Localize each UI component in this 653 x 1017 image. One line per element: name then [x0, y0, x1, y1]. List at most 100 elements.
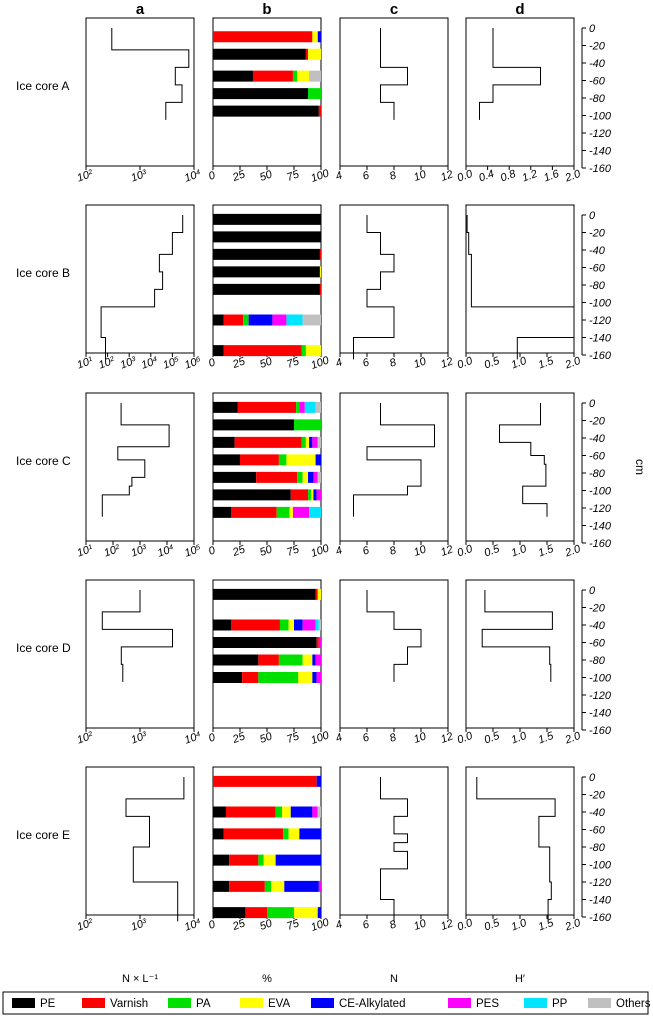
- bar-segment-pa: [294, 419, 321, 431]
- bar-segment-pa: [258, 854, 264, 866]
- bar-segment-pe: [213, 471, 257, 483]
- bar-segment-pa: [243, 314, 249, 326]
- bar-segment-eva: [317, 588, 321, 600]
- bar-segment-eva: [297, 70, 310, 82]
- x-tick-label: 1.5: [537, 730, 556, 747]
- column-header-c: c: [390, 1, 398, 18]
- x-tick-label: 6: [361, 356, 372, 370]
- bar-segment-pe: [213, 489, 291, 501]
- bar-segment-pe: [213, 88, 309, 100]
- bar-segment-pa: [296, 401, 300, 413]
- column-header-a: a: [136, 1, 145, 18]
- x-tick-label: 0: [207, 169, 218, 183]
- x-tick-label: 10⁵: [161, 355, 181, 372]
- bar-segment-pes: [313, 471, 318, 483]
- y-tick-label: 0: [589, 23, 596, 35]
- x-tick-label: 10: [412, 355, 428, 371]
- y-tick-label: -100: [589, 111, 612, 123]
- step-line-a: [125, 777, 185, 922]
- bar-segment-eva: [294, 907, 318, 919]
- x-tick-label: 0.8: [499, 168, 518, 185]
- x-tick-label: 10⁴: [183, 168, 203, 185]
- bar-segment-pa: [283, 828, 289, 840]
- x-tick-label: 1.0: [510, 730, 529, 747]
- x-tick-label: 0.5: [483, 917, 502, 934]
- bar-segment-pp: [286, 314, 303, 326]
- y-tick-label: -60: [589, 263, 606, 275]
- bar-segment-varnish: [229, 880, 265, 892]
- x-tick-label: 10²: [75, 168, 94, 185]
- bar-segment-pa: [278, 454, 287, 466]
- legend-label-others: Others: [616, 998, 651, 1010]
- x-tick-label: 1.6: [542, 168, 561, 185]
- bar-segment-others: [302, 314, 321, 326]
- bar-segment-pe: [213, 880, 230, 892]
- legend-label-ce-alkylated: CE-Alkylated: [339, 998, 405, 1010]
- x-tick-label: 75: [285, 168, 301, 184]
- bar-segment-pe: [213, 345, 224, 357]
- bar-segment-pe: [213, 806, 226, 818]
- x-tick-label: 100: [309, 916, 331, 934]
- bar-segment-pe: [213, 619, 232, 631]
- bar-segment-pe: [213, 401, 238, 413]
- bar-segment-pa: [278, 654, 303, 666]
- bar-segment-varnish: [319, 248, 321, 260]
- panel-frame: [465, 204, 575, 354]
- y-tick-label: -140: [589, 146, 612, 158]
- step-line-d: [499, 403, 548, 517]
- legend-label-pe: PE: [40, 998, 56, 1010]
- bar-segment-pp: [309, 506, 321, 518]
- bar-segment-pe: [213, 588, 316, 600]
- bar-segment-pe: [213, 70, 253, 82]
- legend-swatch-pp: [524, 998, 547, 1008]
- y-tick-label: -80: [589, 280, 606, 292]
- y-tick-label: -40: [589, 433, 606, 445]
- y-axis: 0 -20 -40 -60 -80 -100 -120 -140 -160: [581, 23, 612, 175]
- y-axis-title: cm: [633, 459, 647, 475]
- bar-segment-pes: [318, 880, 321, 892]
- x-tick-label: 10²: [75, 730, 94, 747]
- x-tick-label: 12: [439, 543, 455, 558]
- panel-frame: [339, 17, 449, 167]
- y-tick-label: -40: [589, 245, 606, 257]
- x-tick-label: 1.0: [510, 543, 529, 560]
- step-line-d: [476, 777, 556, 922]
- panel-b: 0 25 50 75 100: [207, 17, 331, 185]
- x-tick-label: 2.0: [563, 355, 583, 372]
- row-label: Ice core D: [16, 641, 71, 655]
- y-tick-label: -160: [589, 912, 612, 924]
- x-tick-label: 25: [230, 543, 247, 559]
- bar-segment-pa: [264, 880, 272, 892]
- x-tick-label: 0: [207, 731, 218, 745]
- x-tick-label: 10¹: [75, 543, 94, 560]
- x-tick-label: 50: [258, 355, 274, 371]
- panel-frame: [339, 392, 449, 542]
- y-tick-label: -20: [589, 416, 606, 428]
- x-tick-label: 0.0: [456, 355, 475, 372]
- bar-segment-ce-alkylated: [315, 454, 321, 466]
- bar-segment-eva: [286, 454, 316, 466]
- y-tick-label: -20: [589, 603, 606, 615]
- y-tick-label: -100: [589, 486, 612, 498]
- x-tick-label: 0.0: [456, 917, 475, 934]
- x-tick-label: 0.5: [483, 355, 502, 372]
- bar-segment-varnish: [213, 775, 317, 787]
- y-tick-label: 0: [589, 398, 596, 410]
- legend-swatch-pes: [448, 998, 471, 1008]
- y-tick-label: -20: [589, 790, 606, 802]
- legend-swatch-eva: [240, 998, 263, 1008]
- bar-segment-varnish: [315, 588, 318, 600]
- x-tick-label: 4: [334, 356, 344, 369]
- legend-label-eva: EVA: [268, 998, 290, 1010]
- x-tick-label: 100: [309, 542, 331, 560]
- y-tick-label: -100: [589, 860, 612, 872]
- y-tick-label: -140: [589, 333, 612, 345]
- bar-segment-eva: [305, 436, 310, 448]
- y-tick-label: -120: [589, 128, 612, 140]
- bar-segment-eva: [289, 506, 293, 518]
- y-tick-label: -40: [589, 620, 606, 632]
- bar-segment-pa: [301, 436, 306, 448]
- panel-a: 10¹ 10² 10³ 10⁴ 10⁵ 10⁶: [75, 204, 203, 372]
- bar-segment-ce-alkylated: [294, 619, 303, 631]
